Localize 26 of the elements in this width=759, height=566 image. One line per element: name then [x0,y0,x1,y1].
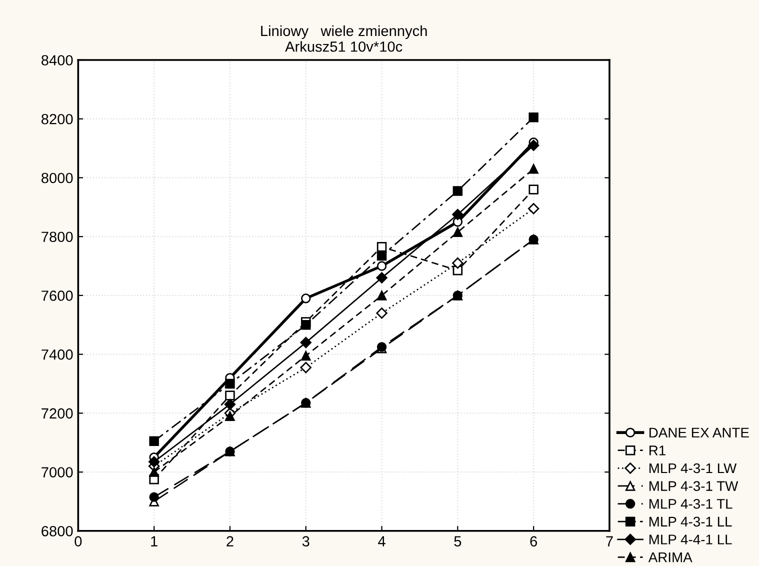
y-tick-label: 6800 [42,526,73,536]
legend-label: MLP 4-3-1 TW [650,481,738,491]
x-tick-label: 7 [606,536,613,546]
y-tick-label: 8000 [42,172,73,184]
y-tick-label: 7600 [42,290,73,301]
y-tick-label: 8400 [42,55,73,66]
y-tick-label: 7400 [42,349,73,360]
x-tick-label: 6 [530,536,537,546]
chart-title: Liniowy wiele zmiennych Arkusz51 10v*10c [261,25,427,52]
legend-label: MLP 4-3-1 TL [650,498,732,509]
x-tick-label: 5 [454,536,462,546]
y-tick-label: 7000 [42,467,73,478]
x-tick-label: 2 [226,536,234,546]
legend-label: R1 [650,446,666,456]
legend-label: DANE EX ANTE [650,428,749,438]
x-tick-label: 1 [151,536,158,546]
legend-label: MLP 4-4-1 LL [650,534,732,544]
x-tick-label: 0 [74,536,82,546]
legend-label: MLP 4-3-1 LW [650,463,737,474]
x-tick-label: 3 [302,536,310,546]
legend-label: MLP 4-3-1 LL [650,516,732,527]
y-tick-label: 7200 [42,408,73,419]
x-tick-label: 4 [378,536,386,546]
legend-label: ARIMA [648,552,692,562]
y-tick-label: 8200 [42,114,73,124]
y-tick-label: 7800 [42,232,73,242]
